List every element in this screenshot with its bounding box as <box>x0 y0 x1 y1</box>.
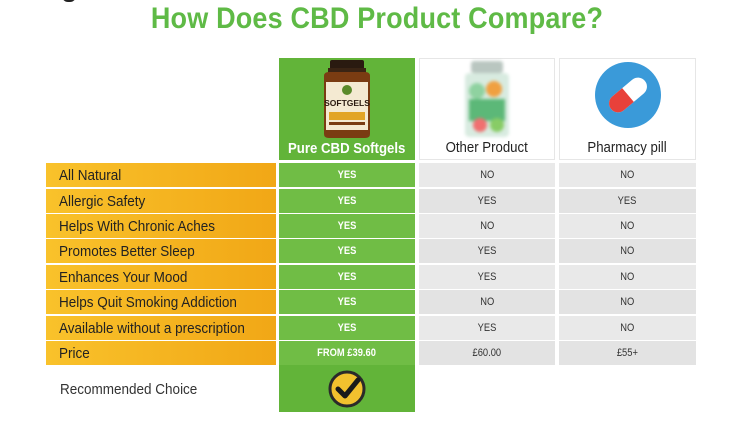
feature-label: Available without a prescription <box>46 316 276 340</box>
recommended-choice-cell <box>279 365 415 412</box>
pharmacy-pill-value: YES <box>559 189 696 213</box>
pharmacy-pill-value: NO <box>559 163 696 187</box>
other-product-value: YES <box>419 316 555 340</box>
page-title: How Does CBD Product Compare? <box>150 2 604 35</box>
pure-cbd-value: YES <box>279 265 415 289</box>
other-product-value: NO <box>419 290 555 314</box>
feature-label: Enhances Your Mood <box>46 265 276 289</box>
pure-cbd-value: YES <box>279 214 415 238</box>
pure-cbd-value: YES <box>279 239 415 263</box>
column-label: Pharmacy pill <box>587 139 668 156</box>
comparison-row-chronic-aches: Helps With Chronic Aches YES NO NO <box>0 214 754 238</box>
column-label: Pure CBD Softgels <box>288 140 406 157</box>
pharmacy-pill-value: NO <box>559 290 696 314</box>
gummy-jar-icon <box>447 59 527 137</box>
recommended-choice-label: Recommended Choice <box>60 381 198 398</box>
comparison-row-quit-smoking: Helps Quit Smoking Addiction YES NO NO <box>0 290 754 314</box>
softgel-bottle-icon: SOFTGELS <box>307 60 387 138</box>
pharmacy-pill-value: NO <box>559 265 696 289</box>
other-product-value: YES <box>419 265 555 289</box>
feature-label: Helps Quit Smoking Addiction <box>46 290 276 314</box>
pharmacy-pill-price: £55+ <box>559 341 696 365</box>
pure-cbd-value: YES <box>279 189 415 213</box>
column-header-pharmacy-pill: Pharmacy pill <box>559 58 696 160</box>
pure-cbd-value: YES <box>279 290 415 314</box>
other-product-value: NO <box>419 163 555 187</box>
bottle-label-text: SOFTGELS <box>324 98 370 108</box>
comparison-row-mood: Enhances Your Mood YES YES NO <box>0 265 754 289</box>
column-header-other-product: Other Product <box>419 58 555 160</box>
comparison-row-price: Price FROM £39.60 £60.00 £55+ <box>0 341 754 365</box>
feature-label: All Natural <box>46 163 276 187</box>
column-header-pure-cbd: SOFTGELS Pure CBD Softgels <box>279 58 415 160</box>
other-product-value: YES <box>419 239 555 263</box>
checkmark-badge-icon <box>328 370 366 407</box>
other-product-value: NO <box>419 214 555 238</box>
feature-label: Promotes Better Sleep <box>46 239 276 263</box>
cropped-decoration <box>62 0 76 2</box>
pure-cbd-value: YES <box>279 316 415 340</box>
column-label: Other Product <box>445 139 529 156</box>
pharmacy-pill-value: NO <box>559 214 696 238</box>
comparison-row-allergic-safety: Allergic Safety YES YES YES <box>0 189 754 213</box>
comparison-row-all-natural: All Natural YES NO NO <box>0 163 754 187</box>
pharmacy-pill-value: NO <box>559 239 696 263</box>
other-product-price: £60.00 <box>419 341 555 365</box>
comparison-row-prescription: Available without a prescription YES YES… <box>0 316 754 340</box>
feature-label: Price <box>46 341 276 365</box>
capsule-pill-icon <box>588 59 668 137</box>
comparison-row-better-sleep: Promotes Better Sleep YES YES NO <box>0 239 754 263</box>
feature-label: Helps With Chronic Aches <box>46 214 276 238</box>
pure-cbd-value: YES <box>279 163 415 187</box>
other-product-value: YES <box>419 189 555 213</box>
feature-label: Allergic Safety <box>46 189 276 213</box>
pharmacy-pill-value: NO <box>559 316 696 340</box>
pure-cbd-price: FROM £39.60 <box>279 341 415 365</box>
